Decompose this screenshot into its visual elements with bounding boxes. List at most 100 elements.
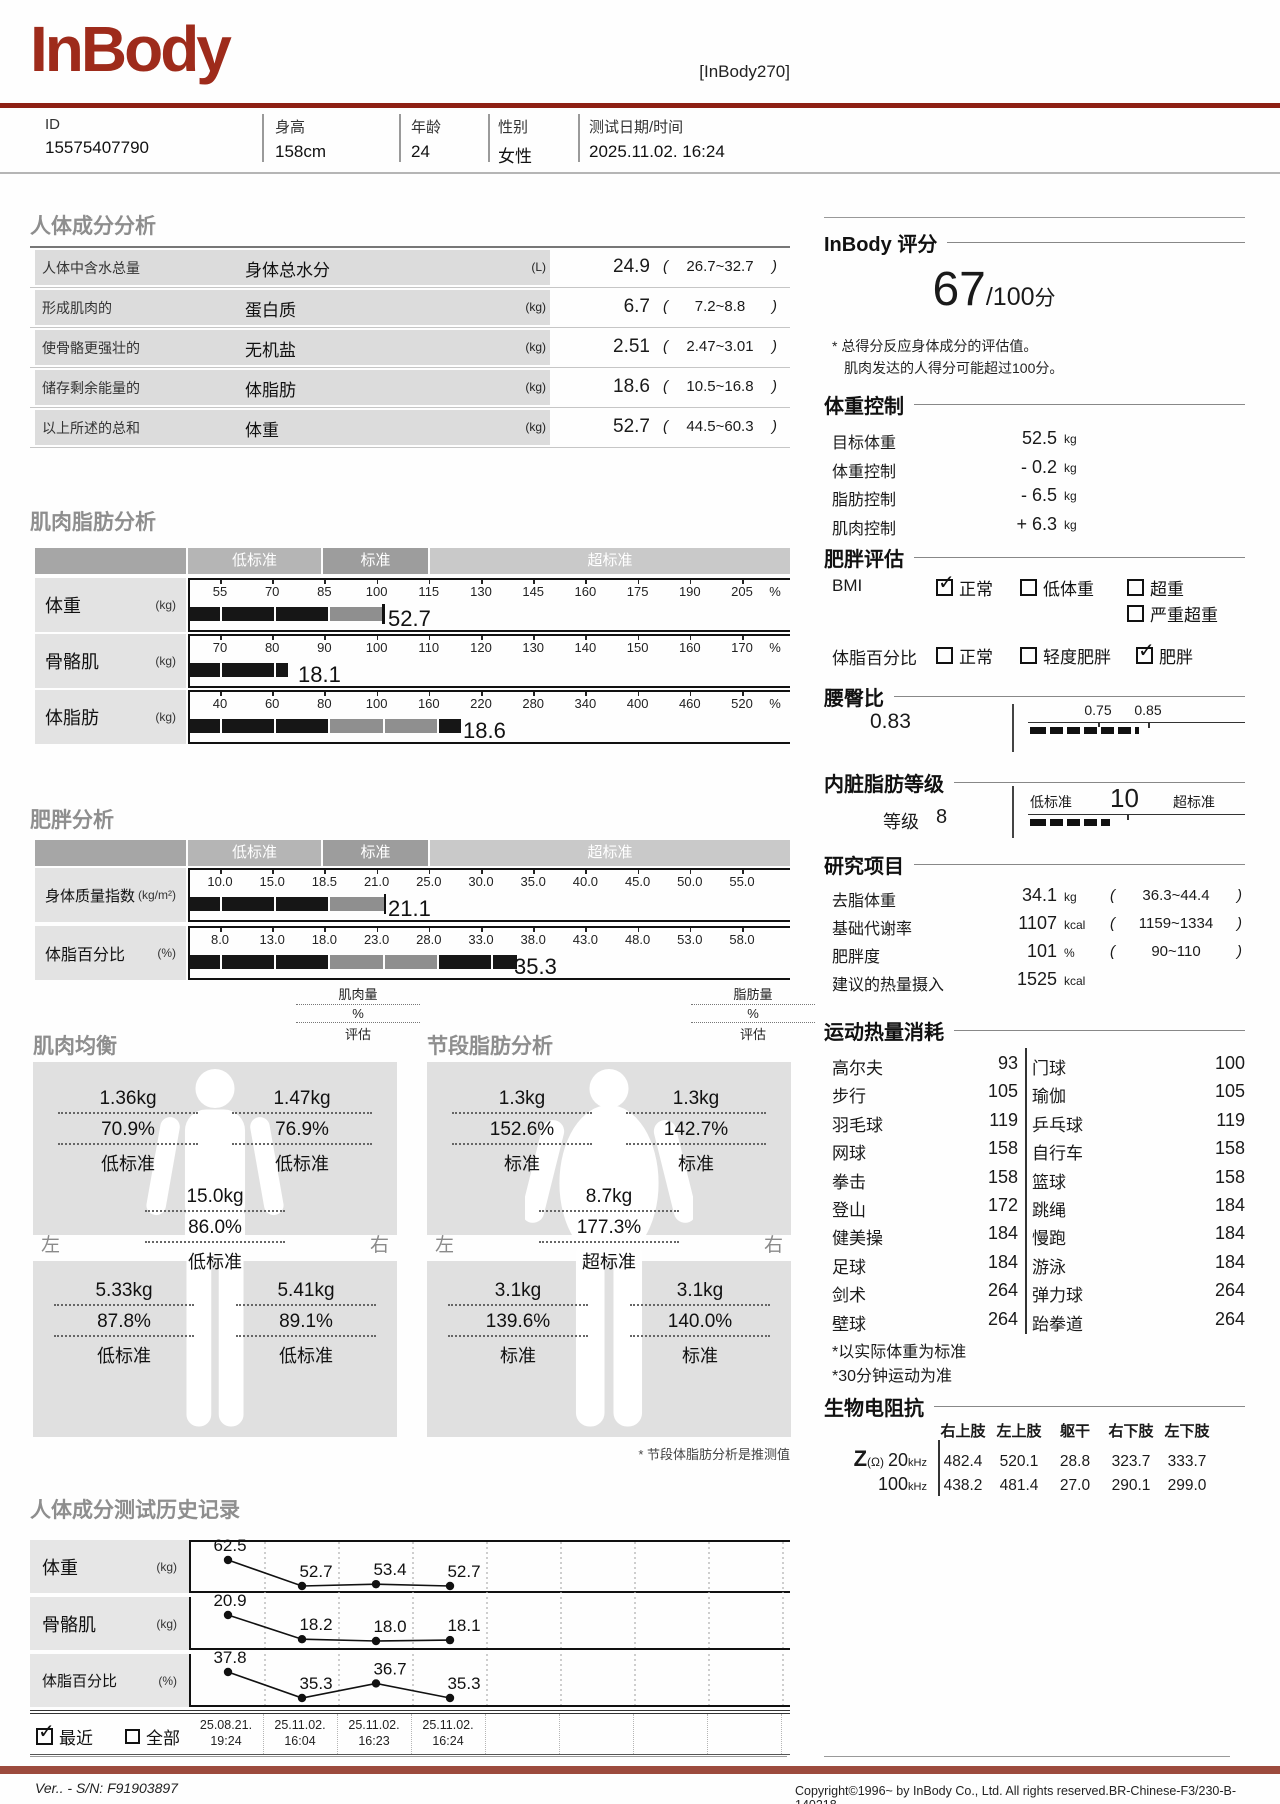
control-row: 脂肪控制 - 6.5 kg bbox=[832, 485, 1077, 509]
left-leg-values: 3.1kg 139.6% 标准 bbox=[448, 1280, 588, 1368]
row-description: 储存剩余能量的 bbox=[42, 380, 140, 396]
bmi-option-underweight[interactable]: 低体重 bbox=[1020, 575, 1094, 600]
all-checkbox[interactable]: 全部 bbox=[125, 1724, 180, 1749]
band-under: 低标准 bbox=[188, 548, 321, 574]
divider bbox=[938, 1440, 940, 1496]
id-label: ID bbox=[45, 116, 60, 133]
exercise-row: 拳击 158 篮球 158 bbox=[832, 1166, 1245, 1192]
pbf-option-normal[interactable]: 正常 bbox=[936, 643, 993, 668]
row-name: 身体总水分 bbox=[245, 261, 330, 280]
section-title: 生物电阻抗 bbox=[824, 1392, 1245, 1421]
band-normal: 标准 bbox=[323, 840, 428, 866]
exercise-table: 高尔夫 93 门球 100 步行 105 瑜伽 105 羽毛球 119 乒乓球 bbox=[824, 1051, 1245, 1335]
divider bbox=[578, 114, 580, 162]
right-side-label: 右 bbox=[763, 1235, 783, 1256]
row-name: 无机盐 bbox=[245, 341, 296, 360]
trunk-values: 15.0kg 86.0% 低标准 bbox=[145, 1186, 285, 1274]
panel-bg bbox=[33, 1261, 397, 1437]
band-under: 低标准 bbox=[188, 840, 321, 866]
research-row: 建议的热量摄入 1525 kcal bbox=[832, 969, 1086, 994]
row-value: 24.9 bbox=[613, 256, 650, 277]
row-unit: (kg) bbox=[525, 340, 546, 354]
tick-mark bbox=[1098, 723, 1100, 728]
impedance-row-20khz: Z(Ω) 20kHz 482.4 520.1 28.8 323.7 333.7 bbox=[853, 1446, 1207, 1471]
section-segmental-fat: 节段脂肪分析 1.3kg 152.6% 标准 1.3kg bbox=[427, 1030, 791, 1437]
date-cell[interactable]: 25.11.02. 16:24 bbox=[422, 1718, 474, 1749]
right-arm-values: 1.47kg 76.9% 低标准 bbox=[232, 1088, 372, 1176]
section-impedance: 生物电阻抗 右上肢 左上肢 躯干 右下肢 左下肢 Z(Ω) 20kHz 482.4… bbox=[824, 1392, 1245, 1512]
section-title: 腰臀比 bbox=[824, 682, 1245, 711]
control-row: 目标体重 52.5 kg bbox=[832, 428, 1077, 452]
exercise-footnote-1: *以实际体重为标准 bbox=[832, 1344, 967, 1361]
table-row: 储存剩余能量的 体脂肪 (kg) 18.6 (10.5~16.8) bbox=[30, 368, 790, 408]
date-cell[interactable]: 25.11.02. 16:23 bbox=[348, 1718, 400, 1749]
svg-text:18.2: 18.2 bbox=[299, 1615, 332, 1634]
vfl-10-label: 10 bbox=[1110, 783, 1139, 813]
row-unit: (kg) bbox=[525, 380, 546, 394]
table-row: 人体中含水总量 身体总水分 (L) 24.9 (26.7~32.7) bbox=[30, 248, 790, 288]
checkbox-icon bbox=[1136, 638, 1155, 664]
research-row: 肥胖度 101 % (90~110) bbox=[832, 941, 1242, 966]
age-label: 年龄 bbox=[411, 119, 442, 136]
vfl-gauge-axis bbox=[1028, 814, 1245, 820]
svg-text:35.3: 35.3 bbox=[447, 1674, 480, 1693]
height-label: 身高 bbox=[275, 119, 306, 136]
row-value: 18.6 bbox=[613, 376, 650, 397]
tick-mark bbox=[1127, 815, 1129, 820]
band-over: 超标准 bbox=[430, 548, 790, 574]
exercise-footnote-2: *30分钟运动为准 bbox=[832, 1368, 953, 1385]
pbf-history-chart: 37.8 35.3 36.7 35.3 bbox=[189, 1648, 790, 1707]
date-cell[interactable]: 25.08.21. 19:24 bbox=[199, 1718, 253, 1749]
checkbox-icon bbox=[125, 1729, 140, 1744]
whr-tick-085: 0.85 bbox=[1134, 702, 1162, 718]
row-unit: (L) bbox=[531, 260, 546, 274]
row-label: 体脂百分比 (%) bbox=[30, 1654, 189, 1707]
height-field: 身高 158cm bbox=[275, 116, 326, 162]
checkbox-icon bbox=[1020, 647, 1037, 664]
exercise-row: 壁球 264 跆拳道 264 bbox=[832, 1308, 1245, 1334]
row-range: (36.3~44.4) bbox=[1110, 887, 1242, 904]
divider bbox=[488, 114, 490, 162]
checkbox-icon bbox=[1127, 605, 1144, 622]
copyright: Copyright©1996~ by InBody Co., Ltd. All … bbox=[795, 1784, 1237, 1804]
tick-mark bbox=[1148, 723, 1150, 728]
band-over: 超标准 bbox=[430, 840, 790, 866]
segmental-fat-footnote: * 节段体脂肪分析是推测值 bbox=[638, 1447, 790, 1462]
research-row: 去脂体重 34.1 kg (36.3~44.4) bbox=[832, 885, 1242, 910]
bmi-option-severely-overweight[interactable]: 严重超重 bbox=[1127, 601, 1218, 626]
row-label-cell bbox=[35, 250, 550, 285]
section-obesity: 肥胖分析 低标准 标准 超标准 身体质量指数 (kg/m²) 10.0 15.0 1… bbox=[30, 804, 790, 984]
muscle-legend: 肌肉量 % 评估 bbox=[296, 983, 420, 1044]
footer-band bbox=[0, 1766, 1280, 1774]
bmi-bar-row: 身体质量指数 (kg/m²) 10.0 15.0 18.5 21.0 25.0 30.0 3… bbox=[30, 868, 790, 922]
bodyfat-bar-row: 体脂肪 (kg) 40 60 80 100 160 220 280 340 400 460 520%… bbox=[30, 690, 790, 744]
id-field: ID 15575407790 bbox=[45, 116, 149, 158]
age-value: 24 bbox=[411, 142, 430, 161]
svg-text:18.1: 18.1 bbox=[447, 1616, 480, 1635]
section-title: InBody 评分 bbox=[824, 228, 1245, 257]
bmi-option-overweight[interactable]: 超重 bbox=[1127, 575, 1184, 600]
right-side-label: 右 bbox=[369, 1235, 389, 1256]
section-title: 节段脂肪分析 bbox=[427, 1035, 553, 1058]
table-row: 使骨骼更强壮的 无机盐 (kg) 2.51 (2.47~3.01) bbox=[30, 328, 790, 368]
pbf-option-mild-obese[interactable]: 轻度肥胖 bbox=[1020, 643, 1111, 668]
impedance-header: 右上肢 左上肢 躯干 右下肢 左下肢 bbox=[940, 1423, 1210, 1440]
whr-value: 0.83 bbox=[870, 710, 911, 733]
row-description: 形成肌肉的 bbox=[42, 300, 112, 316]
bmi-label: BMI bbox=[832, 576, 863, 595]
row-label-cell bbox=[35, 410, 550, 445]
row-value: 6.7 bbox=[623, 296, 650, 317]
exercise-row: 足球 184 游泳 184 bbox=[832, 1251, 1245, 1277]
id-bar: ID 15575407790 身高 158cm 年龄 24 性别 女性 测试日期… bbox=[0, 108, 1280, 174]
control-row: 肌肉控制 + 6.3 kg bbox=[832, 513, 1077, 538]
row-name: 体重 bbox=[245, 421, 279, 440]
row-name: 蛋白质 bbox=[245, 301, 296, 320]
date-cell[interactable]: 25.11.02. 16:04 bbox=[274, 1718, 326, 1749]
bmi-option-normal[interactable]: 正常 bbox=[936, 570, 993, 600]
whr-gauge-axis bbox=[1028, 722, 1245, 728]
recent-checkbox[interactable]: 最近 bbox=[36, 1719, 93, 1749]
weight-history-chart: 62.5 52.7 53.4 52.7 bbox=[189, 1536, 790, 1593]
section-title: 肥胖评估 bbox=[824, 543, 1245, 572]
section-title: 肌肉脂肪分析 bbox=[30, 511, 156, 534]
pbf-option-obese[interactable]: 肥胖 bbox=[1136, 638, 1193, 668]
